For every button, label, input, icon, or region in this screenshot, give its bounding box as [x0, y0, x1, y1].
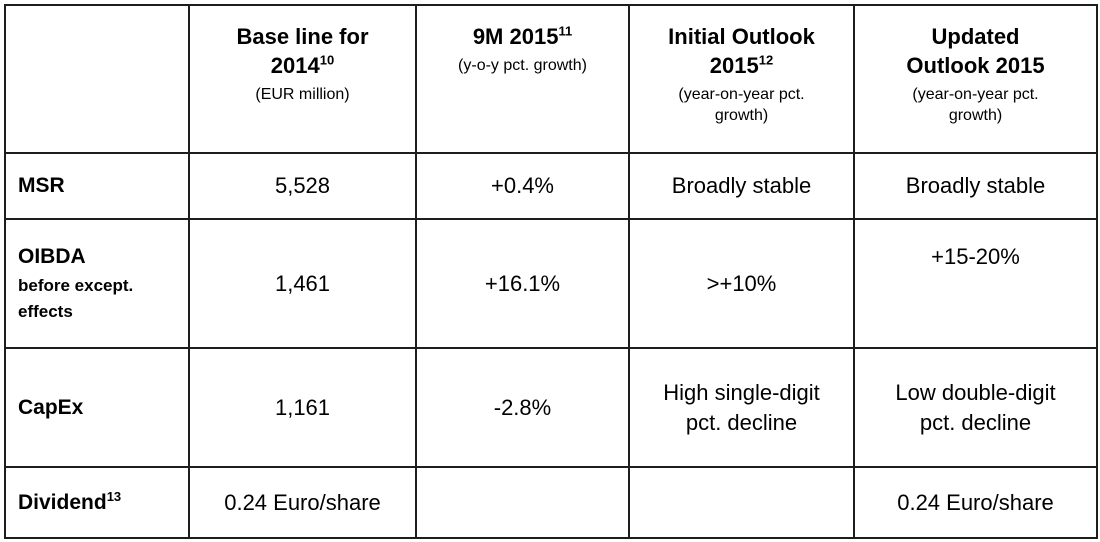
table-row-capex: CapEx 1,161 -2.8% High single-digit pct.… — [4, 347, 1098, 468]
header-unit-note: (EUR million) — [255, 86, 350, 104]
footnote-superscript: 12 — [758, 52, 774, 68]
header-title-line: 201410 — [270, 52, 335, 79]
table-row-msr: MSR 5,528 +0.4% Broadly stable Broadly s… — [4, 152, 1098, 220]
header-unit-note: (year-on-year pct. growth) — [912, 86, 1039, 124]
row-label-oibda: OIBDA before except. effects — [4, 218, 190, 349]
cell-oibda-initial-outlook: >+10% — [628, 218, 855, 349]
footnote-superscript: 11 — [558, 23, 573, 39]
cell-oibda-updated-outlook: +15-20% — [853, 218, 1098, 349]
header-title-line: Outlook 2015 — [906, 53, 1045, 79]
header-9m-2015: 9M 201511 (y-o-y pct. growth) — [415, 4, 630, 154]
cell-capex-updated-outlook: Low double-digit pct. decline — [853, 347, 1098, 468]
cell-capex-9m2015: -2.8% — [415, 347, 630, 468]
cell-msr-initial-outlook: Broadly stable — [628, 152, 855, 220]
footnote-superscript: 10 — [319, 52, 335, 68]
table-row-dividend: Dividend13 0.24 Euro/share 0.24 Euro/sha… — [4, 466, 1098, 539]
financial-outlook-table: Base line for 201410 (EUR million) 9M 20… — [4, 4, 1098, 539]
table-body: MSR 5,528 +0.4% Broadly stable Broadly s… — [4, 152, 1098, 539]
row-label-msr: MSR — [4, 152, 190, 220]
row-label-capex: CapEx — [4, 347, 190, 468]
cell-oibda-9m2015: +16.1% — [415, 218, 630, 349]
cell-dividend-updated-outlook: 0.24 Euro/share — [853, 466, 1098, 539]
cell-msr-9m2015: +0.4% — [415, 152, 630, 220]
cell-msr-baseline: 5,528 — [188, 152, 417, 220]
table-header: Base line for 201410 (EUR million) 9M 20… — [4, 4, 1098, 154]
header-unit-note: (y-o-y pct. growth) — [458, 57, 587, 75]
header-updated-outlook-2015: Updated Outlook 2015 (year-on-year pct. … — [853, 4, 1098, 154]
header-title-line: Updated — [931, 24, 1020, 49]
header-baseline-2014: Base line for 201410 (EUR million) — [188, 4, 417, 154]
cell-dividend-baseline: 0.24 Euro/share — [188, 466, 417, 539]
cell-msr-updated-outlook: Broadly stable — [853, 152, 1098, 220]
header-unit-note: (year-on-year pct. growth) — [678, 86, 805, 124]
header-empty-cell — [4, 4, 190, 154]
header-title-line: 9M 201511 — [472, 23, 573, 49]
header-title-line: Initial Outlook — [668, 24, 815, 49]
cell-capex-baseline: 1,161 — [188, 347, 417, 468]
table-row-oibda: OIBDA before except. effects 1,461 +16.1… — [4, 218, 1098, 349]
cell-capex-initial-outlook: High single-digit pct. decline — [628, 347, 855, 468]
header-initial-outlook-2015: Initial Outlook 201512 (year-on-year pct… — [628, 4, 855, 154]
footnote-superscript: 13 — [106, 488, 122, 504]
cell-dividend-9m2015 — [415, 466, 630, 539]
row-sublabel-oibda: before except. effects — [18, 276, 134, 321]
header-row: Base line for 201410 (EUR million) 9M 20… — [4, 4, 1098, 154]
row-label-dividend: Dividend13 — [4, 466, 190, 539]
header-title-line: 201512 — [709, 52, 774, 79]
cell-dividend-initial-outlook — [628, 466, 855, 539]
header-title-line: Base line for — [236, 24, 369, 49]
cell-oibda-baseline: 1,461 — [188, 218, 417, 349]
